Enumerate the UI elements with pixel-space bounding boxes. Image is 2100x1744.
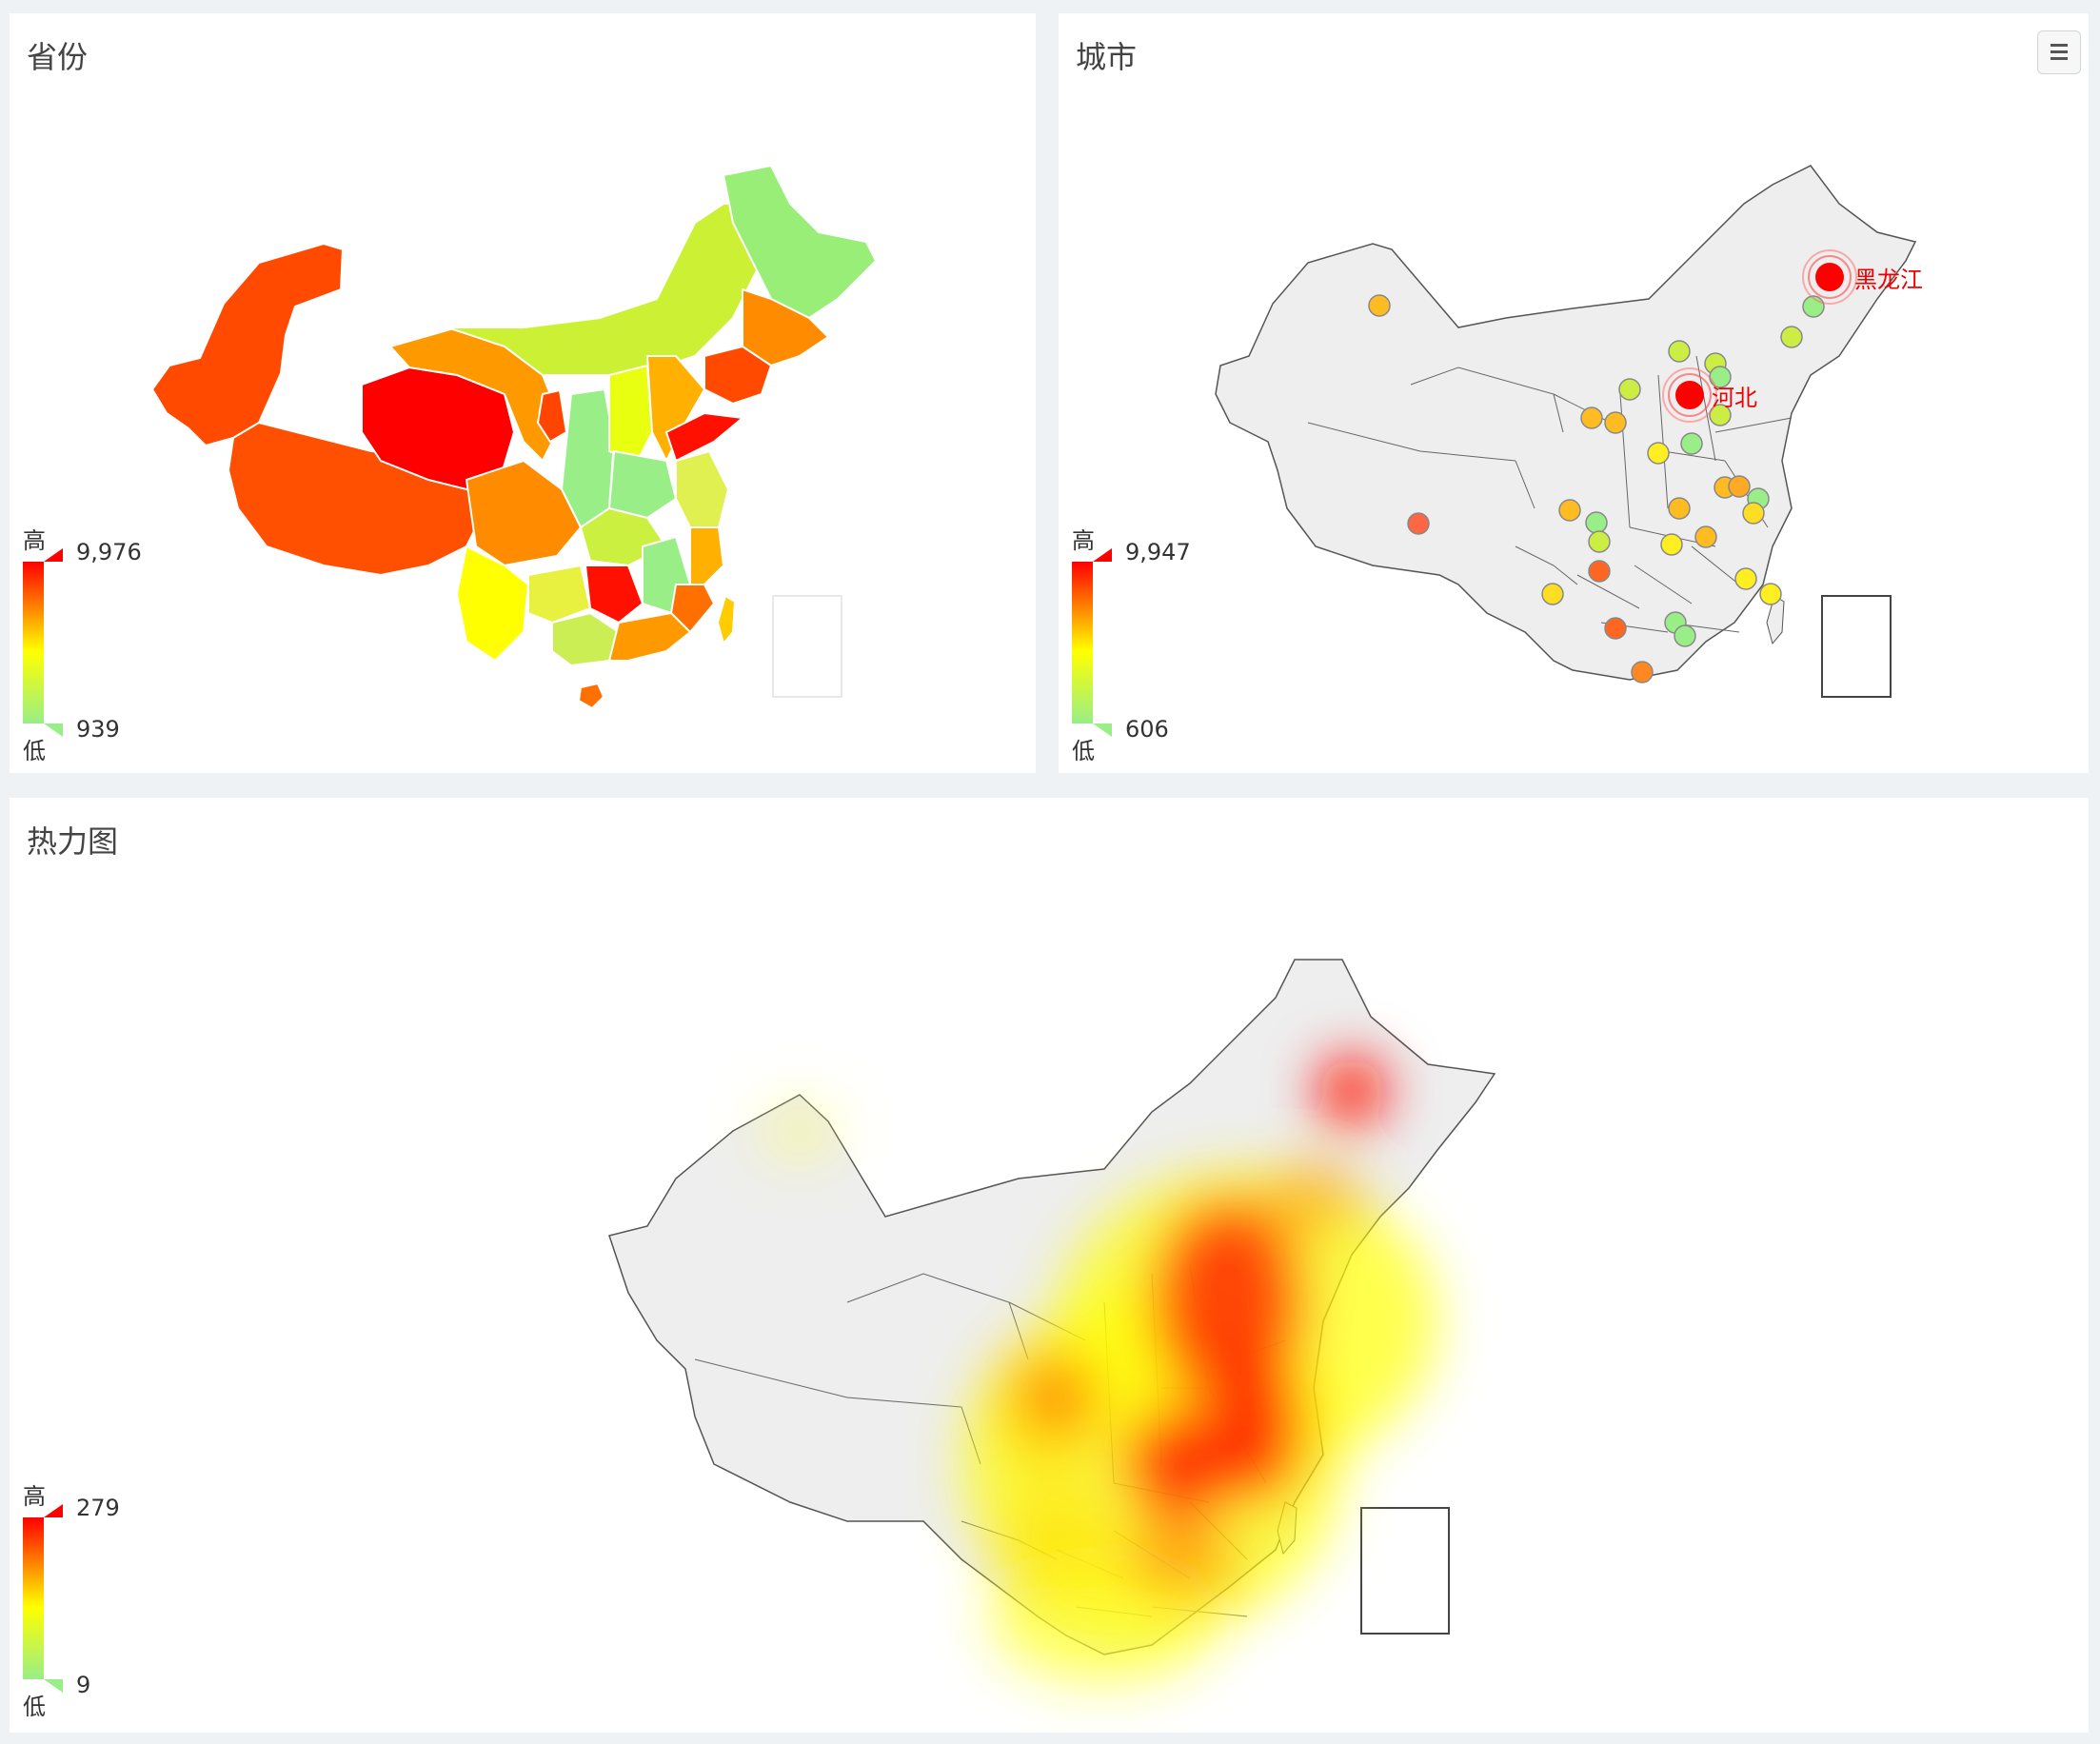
- city-point-highlight[interactable]: [1675, 381, 1704, 409]
- region-yunnan[interactable]: [455, 545, 530, 663]
- legend-high-label: 高: [23, 1483, 46, 1510]
- city-point[interactable]: [1618, 378, 1641, 401]
- city-map-panel: 城市: [1059, 13, 2089, 773]
- province-visual-map-legend[interactable]: 高 9,976 939 低: [10, 518, 200, 765]
- city-point[interactable]: [1694, 525, 1717, 548]
- panel-title: 省份: [27, 39, 89, 75]
- city-ripple: [1802, 249, 1857, 305]
- city-scatter-map[interactable]: 黑龙江 河北: [1059, 13, 2089, 773]
- city-point[interactable]: [1368, 294, 1391, 317]
- heat-blob: [1209, 1350, 1304, 1502]
- heat-blob: [1317, 1057, 1386, 1125]
- city-label-hebei: 河北: [1712, 385, 1757, 411]
- china-outline: [1215, 165, 1917, 681]
- city-markers[interactable]: [1368, 249, 2089, 684]
- city-point[interactable]: [1680, 432, 1703, 455]
- city-point[interactable]: [1660, 533, 1683, 556]
- city-point[interactable]: [1558, 499, 1581, 522]
- south-china-sea-inset: [772, 595, 842, 698]
- region-shandong[interactable]: [664, 411, 745, 463]
- heat-blob: [1266, 1159, 1361, 1236]
- legend-max-value: 279: [76, 1495, 120, 1521]
- region-hunan[interactable]: [584, 565, 644, 624]
- city-point-highlight[interactable]: [1815, 263, 1844, 291]
- city-point[interactable]: [1728, 475, 1751, 498]
- city-point[interactable]: [1407, 512, 1430, 535]
- city-point[interactable]: [1759, 583, 1782, 605]
- city-point[interactable]: [1585, 511, 1608, 534]
- south-china-sea-inset: [1821, 595, 1892, 698]
- legend-min-value: 606: [1125, 716, 1169, 743]
- region-xinjiang[interactable]: [150, 242, 345, 447]
- region-guangdong[interactable]: [607, 611, 692, 662]
- city-point[interactable]: [1780, 326, 1803, 348]
- panel-title: 城市: [1076, 39, 1138, 75]
- city-point[interactable]: [1674, 624, 1696, 647]
- region-ningxia[interactable]: [536, 388, 568, 444]
- province-map-panel: 省份: [10, 13, 1036, 773]
- panel-title: 热力图: [27, 823, 119, 860]
- city-point[interactable]: [1647, 442, 1670, 465]
- city-point[interactable]: [1742, 502, 1765, 525]
- region-shanxi[interactable]: [608, 364, 654, 463]
- legend-low-label: 低: [23, 1694, 46, 1720]
- heat-blob: [762, 1102, 838, 1159]
- region-taiwan[interactable]: [716, 594, 737, 646]
- legend-low-label: 低: [23, 738, 46, 764]
- heat-map[interactable]: [10, 798, 2089, 1733]
- region-fujian[interactable]: [669, 584, 716, 634]
- region-hainan[interactable]: [577, 682, 605, 710]
- region-guangxi[interactable]: [551, 611, 621, 667]
- region-zhejiang[interactable]: [689, 526, 725, 585]
- region-henan[interactable]: [607, 449, 678, 520]
- city-point[interactable]: [1588, 560, 1611, 583]
- city-point[interactable]: [1709, 404, 1732, 426]
- heat-blob: [1123, 1521, 1238, 1597]
- city-point[interactable]: [1588, 530, 1611, 553]
- hamburger-menu-icon[interactable]: [2037, 30, 2081, 74]
- legend-gradient-bar[interactable]: [1070, 548, 1127, 748]
- legend-min-value: 939: [76, 716, 120, 743]
- city-point[interactable]: [1541, 583, 1564, 605]
- heat-blob: [1123, 1407, 1238, 1521]
- city-ripple: [1808, 255, 1852, 299]
- city-point[interactable]: [1604, 411, 1627, 434]
- city-visual-map-legend[interactable]: 高 9,947 606 低: [1059, 518, 1249, 765]
- legend-high-label: 高: [1072, 527, 1095, 554]
- region-heilongjiang[interactable]: [722, 164, 878, 320]
- heat-blob: [1000, 1483, 1114, 1597]
- legend-gradient-bar[interactable]: [21, 548, 78, 748]
- legend-low-label: 低: [1072, 738, 1095, 764]
- region-sichuan[interactable]: [465, 459, 583, 567]
- city-point[interactable]: [1580, 406, 1603, 429]
- region-taiwan: [1766, 595, 1785, 645]
- city-label-heilongjiang: 黑龙江: [1854, 267, 1923, 293]
- region-jiangsu[interactable]: [675, 449, 730, 528]
- legend-max-value: 9,947: [1125, 539, 1191, 565]
- city-point[interactable]: [1668, 497, 1691, 520]
- province-choropleth-map[interactable]: [10, 13, 1036, 773]
- region-guizhou[interactable]: [527, 564, 592, 624]
- city-point[interactable]: [1604, 617, 1627, 640]
- city-point[interactable]: [1734, 567, 1757, 590]
- city-point[interactable]: [1631, 661, 1654, 684]
- heatmap-panel: 热力图 高 279: [10, 798, 2089, 1733]
- heat-layer: [762, 1057, 1437, 1683]
- south-china-sea-inset: [1360, 1507, 1450, 1635]
- city-ripple: [1668, 373, 1712, 417]
- legend-gradient-bar[interactable]: [21, 1504, 78, 1704]
- city-ripple: [1662, 367, 1717, 423]
- legend-min-value: 9: [76, 1672, 91, 1698]
- legend-high-label: 高: [23, 527, 46, 554]
- heat-blob: [1019, 1359, 1095, 1436]
- legend-max-value: 9,976: [76, 539, 142, 565]
- heatmap-visual-map-legend[interactable]: 高 279 9 低: [10, 1474, 200, 1721]
- city-point[interactable]: [1668, 340, 1691, 363]
